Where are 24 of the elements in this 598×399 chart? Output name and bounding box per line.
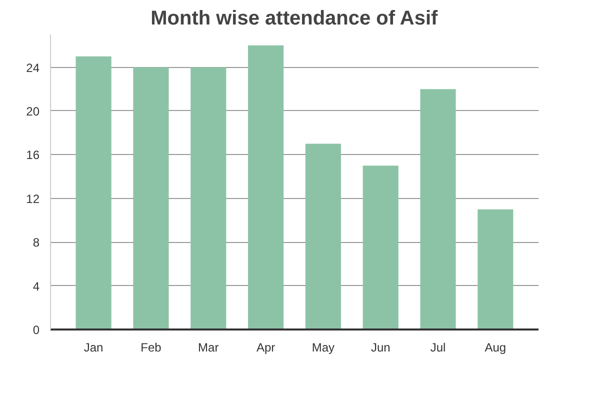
bar bbox=[478, 209, 514, 330]
y-tick-label: 16 bbox=[26, 148, 40, 162]
bar bbox=[133, 67, 169, 330]
y-tick-label: 0 bbox=[32, 323, 40, 337]
chart-title: Month wise attendance of Asif bbox=[150, 8, 438, 30]
x-tick-label: Feb bbox=[140, 340, 162, 354]
y-tick-label: 4 bbox=[32, 279, 40, 294]
y-tick-label: 20 bbox=[26, 104, 40, 118]
x-tick-label: Jul bbox=[430, 340, 446, 354]
x-tick-label: Aug bbox=[484, 340, 506, 354]
bar bbox=[190, 67, 226, 330]
bar bbox=[305, 144, 342, 330]
y-tick-label: 8 bbox=[32, 236, 40, 250]
bar bbox=[362, 166, 398, 330]
x-tick-label: Mar bbox=[198, 340, 219, 354]
bar bbox=[248, 45, 284, 330]
bar bbox=[76, 56, 112, 330]
x-tick-label: May bbox=[312, 340, 335, 354]
x-tick-label: Apr bbox=[256, 340, 276, 354]
x-tick-label: Jun bbox=[370, 340, 390, 354]
y-tick-label: 24 bbox=[26, 60, 40, 75]
y-tick-label: 12 bbox=[26, 192, 40, 206]
x-tick-label: Jan bbox=[84, 340, 104, 354]
bar bbox=[420, 89, 456, 330]
